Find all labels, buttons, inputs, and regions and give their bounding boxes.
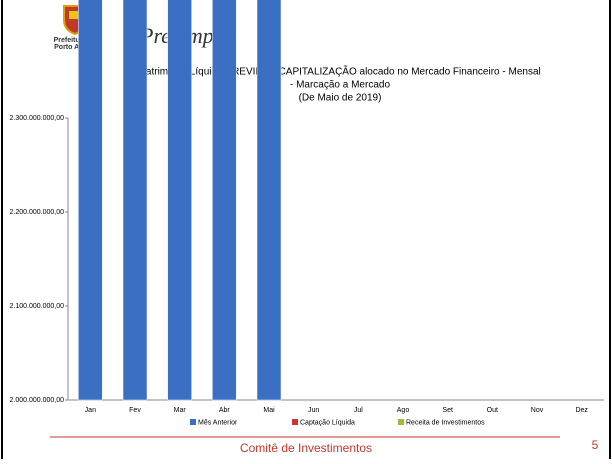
x-tick-label: Jan bbox=[85, 407, 96, 414]
y-tick-label: 2.100.000.000,00 bbox=[10, 303, 65, 310]
legend-label: Receita de Investimentos bbox=[406, 419, 485, 426]
x-tick-label: Jun bbox=[308, 407, 319, 414]
page-number: 5 bbox=[592, 438, 599, 452]
bar-segment bbox=[167, 0, 192, 401]
x-tick-label: Fev bbox=[129, 407, 141, 414]
x-tick-label: Out bbox=[487, 407, 498, 414]
bar-segment bbox=[78, 0, 103, 401]
x-tick-label: Nov bbox=[531, 407, 544, 414]
y-tick-label: 2.200.000.000,00 bbox=[10, 209, 65, 216]
x-tick-label: Ago bbox=[397, 407, 410, 414]
x-tick-label: Abr bbox=[219, 407, 231, 414]
bar-segment bbox=[122, 0, 148, 401]
footer-text: Comitê de Investimentos bbox=[240, 441, 372, 455]
x-tick-label: Mai bbox=[263, 407, 275, 414]
legend-swatch bbox=[292, 419, 298, 425]
crest-detail bbox=[69, 11, 81, 19]
y-tick-label: 2.300.000.000,00 bbox=[10, 115, 65, 122]
org-line1: Prefeitura de bbox=[54, 37, 97, 44]
legend-swatch bbox=[190, 419, 196, 425]
y-tick-label: 2.000.000.000,00 bbox=[10, 397, 65, 404]
bar-segment bbox=[212, 0, 237, 401]
chart-title: Patrimônio Líquido PREVIMPA CAPITALIZAÇÃ… bbox=[139, 65, 540, 78]
chart-title: - Marcação a Mercado bbox=[290, 80, 390, 91]
legend-label: Mês Anterior bbox=[198, 419, 238, 426]
x-tick-label: Dez bbox=[575, 407, 588, 414]
chart-title: (De Maio de 2019) bbox=[299, 93, 382, 104]
legend-swatch bbox=[398, 419, 404, 425]
bar-segment bbox=[256, 0, 282, 401]
org-line2: Porto Alegre bbox=[54, 44, 96, 51]
x-tick-label: Jul bbox=[354, 407, 363, 414]
legend-label: Captação Líquida bbox=[300, 419, 355, 426]
x-tick-label: Mar bbox=[174, 407, 187, 414]
x-tick-label: Set bbox=[442, 407, 453, 414]
